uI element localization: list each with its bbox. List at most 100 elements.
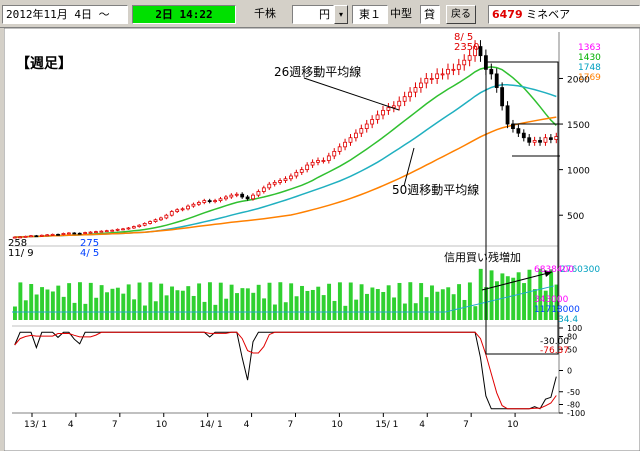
volume-bar — [110, 288, 115, 320]
right-value-orange: 1769 — [578, 73, 601, 83]
time-field[interactable]: 2日 14:22 — [132, 5, 236, 24]
volume-bar — [23, 300, 28, 320]
panel-label: 【週足】 — [16, 56, 72, 72]
volume-bar — [424, 297, 429, 320]
x-tick-label: 4 — [244, 420, 250, 430]
stock-code-field[interactable]: 6479 ミネベア — [488, 5, 640, 24]
volume-bar — [45, 289, 50, 320]
candle-body — [408, 91, 412, 98]
candle-body — [359, 128, 364, 134]
candle-body — [305, 164, 310, 171]
candle-body — [424, 78, 429, 84]
volume-bar — [305, 290, 310, 320]
candle-body — [104, 230, 109, 233]
chart-background — [4, 28, 640, 451]
stock-name: ミネベア — [526, 8, 571, 21]
candle-body — [12, 236, 17, 239]
unit-label: 千株 — [254, 7, 276, 20]
back-button[interactable]: 戻る — [446, 5, 476, 24]
candle-body — [224, 196, 228, 200]
osc-fast-value: -30.00 — [540, 337, 569, 347]
y-tick-label: 1000 — [567, 167, 590, 177]
candle-body — [532, 140, 537, 143]
osc-tick-label: -100 — [567, 409, 585, 418]
candle-body — [83, 232, 88, 234]
candle-body — [310, 161, 315, 166]
candle-body — [202, 200, 207, 203]
vol-right-3: 11718000 — [534, 305, 580, 315]
x-tick-label: 7 — [463, 420, 469, 430]
volume-bar — [300, 285, 304, 320]
candle-body — [137, 224, 142, 228]
candle-body — [18, 236, 23, 239]
candle-body — [191, 203, 196, 207]
volume-bar — [462, 299, 467, 320]
volume-bar — [170, 286, 174, 320]
start-date: 11/ 9 — [8, 248, 34, 259]
candle-body — [364, 123, 369, 130]
candle-body — [175, 209, 180, 212]
candle-body — [39, 234, 44, 237]
candle-body — [94, 231, 98, 234]
volume-bar — [148, 282, 153, 320]
volume-bar — [532, 289, 537, 320]
date-field[interactable]: 2012年11月 4日 ～ — [2, 5, 128, 24]
volume-bar — [164, 295, 169, 320]
stoch-slow-line — [14, 331, 557, 410]
candle-body — [489, 68, 494, 75]
candle-body — [429, 78, 434, 80]
volume-bar — [137, 282, 142, 320]
candle-body — [391, 105, 396, 109]
volume-bar — [408, 282, 413, 320]
candle-body — [505, 105, 510, 125]
volume-bar — [61, 296, 66, 320]
volume-bar — [332, 300, 337, 320]
high-date: 8/ 5 — [454, 32, 473, 43]
volume-bar — [435, 291, 440, 320]
candle-body — [77, 232, 82, 235]
candle-body — [45, 234, 50, 237]
volume-bar — [207, 282, 212, 320]
volume-bar — [186, 286, 191, 320]
candle-body — [413, 87, 418, 93]
volume-bar — [467, 282, 472, 320]
volume-bar — [251, 292, 256, 320]
volume-bar — [278, 282, 283, 320]
currency-select[interactable]: 円 — [292, 5, 334, 24]
volume-bar — [495, 281, 499, 320]
volume-bar — [316, 286, 321, 320]
y-tick-label: 500 — [567, 212, 584, 222]
margin-buy-line — [12, 285, 554, 313]
ma13-line — [14, 66, 557, 238]
volume-bar — [180, 290, 185, 320]
volume-bar — [386, 285, 391, 320]
volume-bar — [440, 289, 445, 320]
candle-body — [272, 181, 277, 185]
candle-body — [467, 55, 472, 61]
candle-body — [169, 211, 174, 216]
osc-tick-label: 80 — [567, 333, 577, 342]
candle-body — [326, 155, 331, 161]
candle-body — [245, 196, 250, 200]
candle-body — [473, 46, 477, 57]
candle-body — [229, 194, 234, 198]
candle-body — [207, 200, 212, 203]
candle-body — [213, 200, 217, 203]
volume-bar — [121, 293, 126, 320]
volume-bar — [289, 283, 294, 320]
vol-right-margin: 2760300 — [560, 265, 600, 275]
margin-buy-annotation: 信用買い残増加 — [444, 250, 521, 264]
volume-bar — [505, 276, 510, 320]
volume-bar — [478, 268, 483, 320]
market-field: 東１ — [352, 5, 388, 24]
volume-bar — [88, 282, 93, 320]
high-value: 2350 — [454, 42, 479, 53]
chevron-down-icon[interactable]: ▾ — [334, 5, 348, 24]
volume-bar — [381, 292, 386, 320]
candle-body — [153, 219, 158, 222]
volume-bar — [224, 298, 229, 320]
x-tick-label: 10 — [507, 420, 519, 430]
volume-bar — [283, 302, 288, 320]
